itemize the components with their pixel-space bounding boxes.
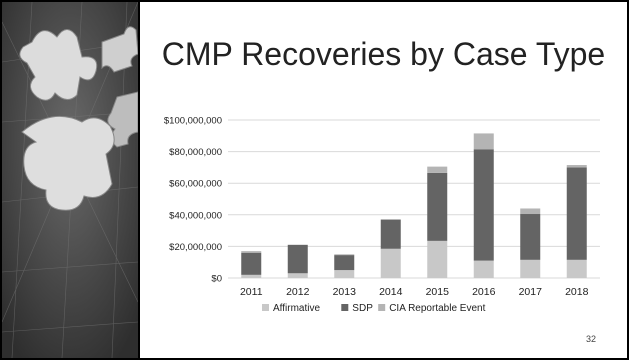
legend-swatch	[262, 304, 269, 311]
slide-title: CMP Recoveries by Case Type	[161, 36, 606, 72]
bar-segment	[566, 259, 587, 278]
page-number: 32	[586, 334, 597, 344]
bar-segment	[334, 255, 355, 271]
bar-segment	[520, 214, 541, 260]
bar-segment	[520, 208, 541, 215]
bar-segment	[380, 219, 401, 249]
bar-segment	[380, 248, 401, 278]
bar-segment	[566, 167, 587, 260]
bar-segment	[287, 273, 308, 278]
x-tick-label: 2016	[472, 286, 496, 298]
bar-segment	[334, 254, 355, 256]
bar-segment	[473, 260, 494, 278]
y-axis-ticks: $0 $20,000,000 $40,000,000 $60,000,000 $80,0…	[164, 116, 222, 285]
puzzle-pieces-image	[2, 2, 138, 358]
y-tick-label: $40,000,000	[169, 210, 222, 221]
bar-segment	[427, 240, 448, 278]
bar-segment	[427, 166, 448, 173]
legend-label: SDP	[352, 303, 373, 314]
bar-segment	[427, 172, 448, 241]
legend: Affirmative SDP CIA Reportable Event	[262, 303, 486, 314]
x-axis-ticks: 2011 2012 2013 2014 2015 2016 2017 2018	[240, 286, 589, 298]
y-tick-label: $80,000,000	[169, 147, 222, 158]
x-tick-label: 2014	[379, 286, 403, 298]
bar-segment	[241, 274, 262, 278]
x-tick-label: 2017	[519, 286, 543, 298]
bar-segment	[566, 165, 587, 168]
bar-segment	[520, 259, 541, 278]
bar-segment	[241, 252, 262, 275]
legend-label: CIA Reportable Event	[389, 303, 485, 314]
legend-swatch	[378, 304, 386, 311]
bar-segment	[473, 149, 494, 261]
x-tick-label: 2011	[240, 286, 263, 298]
x-tick-label: 2012	[286, 286, 310, 298]
x-tick-label: 2015	[426, 286, 450, 298]
bar-segment	[241, 251, 262, 253]
legend-label: Affirmative	[273, 303, 320, 314]
x-tick-label: 2018	[565, 286, 589, 298]
legend-swatch	[341, 304, 349, 311]
puzzle-decoration	[2, 2, 138, 358]
x-tick-label: 2013	[333, 286, 357, 298]
bar-segment	[473, 133, 494, 150]
gridlines	[228, 119, 600, 279]
y-tick-label: $100,000,000	[164, 116, 222, 127]
bars	[241, 133, 587, 278]
bar-segment	[334, 270, 355, 278]
slide-content: CMP Recoveries by Case Type	[140, 2, 627, 358]
y-tick-label: $0	[211, 274, 222, 285]
bar-segment	[287, 244, 308, 274]
y-tick-label: $60,000,000	[169, 179, 222, 190]
y-tick-label: $20,000,000	[169, 242, 222, 253]
